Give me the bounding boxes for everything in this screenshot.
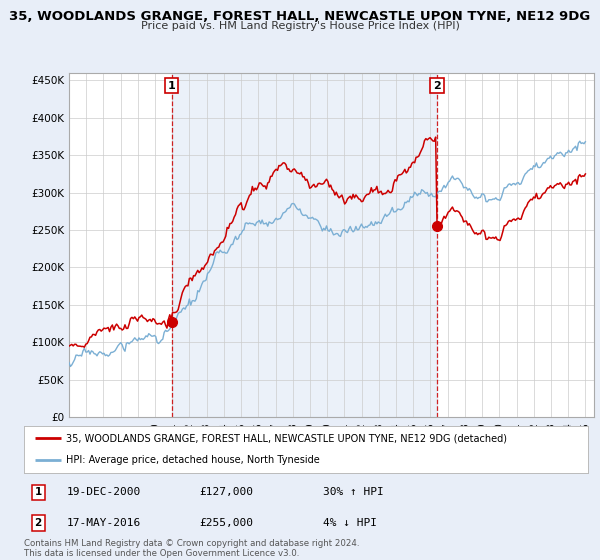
Text: £255,000: £255,000 bbox=[199, 518, 253, 528]
Text: £127,000: £127,000 bbox=[199, 487, 253, 497]
Text: Contains HM Land Registry data © Crown copyright and database right 2024.: Contains HM Land Registry data © Crown c… bbox=[24, 539, 359, 548]
Text: 4% ↓ HPI: 4% ↓ HPI bbox=[323, 518, 377, 528]
Bar bbox=[172, 73, 437, 417]
Text: Price paid vs. HM Land Registry's House Price Index (HPI): Price paid vs. HM Land Registry's House … bbox=[140, 21, 460, 31]
Text: 35, WOODLANDS GRANGE, FOREST HALL, NEWCASTLE UPON TYNE, NE12 9DG (detached): 35, WOODLANDS GRANGE, FOREST HALL, NEWCA… bbox=[66, 433, 508, 444]
Text: 1: 1 bbox=[168, 81, 176, 91]
Text: 30% ↑ HPI: 30% ↑ HPI bbox=[323, 487, 383, 497]
Text: 2: 2 bbox=[433, 81, 441, 91]
Text: 17-MAY-2016: 17-MAY-2016 bbox=[66, 518, 140, 528]
Text: This data is licensed under the Open Government Licence v3.0.: This data is licensed under the Open Gov… bbox=[24, 549, 299, 558]
Text: 2: 2 bbox=[34, 518, 42, 528]
Text: 19-DEC-2000: 19-DEC-2000 bbox=[66, 487, 140, 497]
Text: 1: 1 bbox=[34, 487, 42, 497]
Text: HPI: Average price, detached house, North Tyneside: HPI: Average price, detached house, Nort… bbox=[66, 455, 320, 465]
Text: 35, WOODLANDS GRANGE, FOREST HALL, NEWCASTLE UPON TYNE, NE12 9DG: 35, WOODLANDS GRANGE, FOREST HALL, NEWCA… bbox=[10, 10, 590, 22]
